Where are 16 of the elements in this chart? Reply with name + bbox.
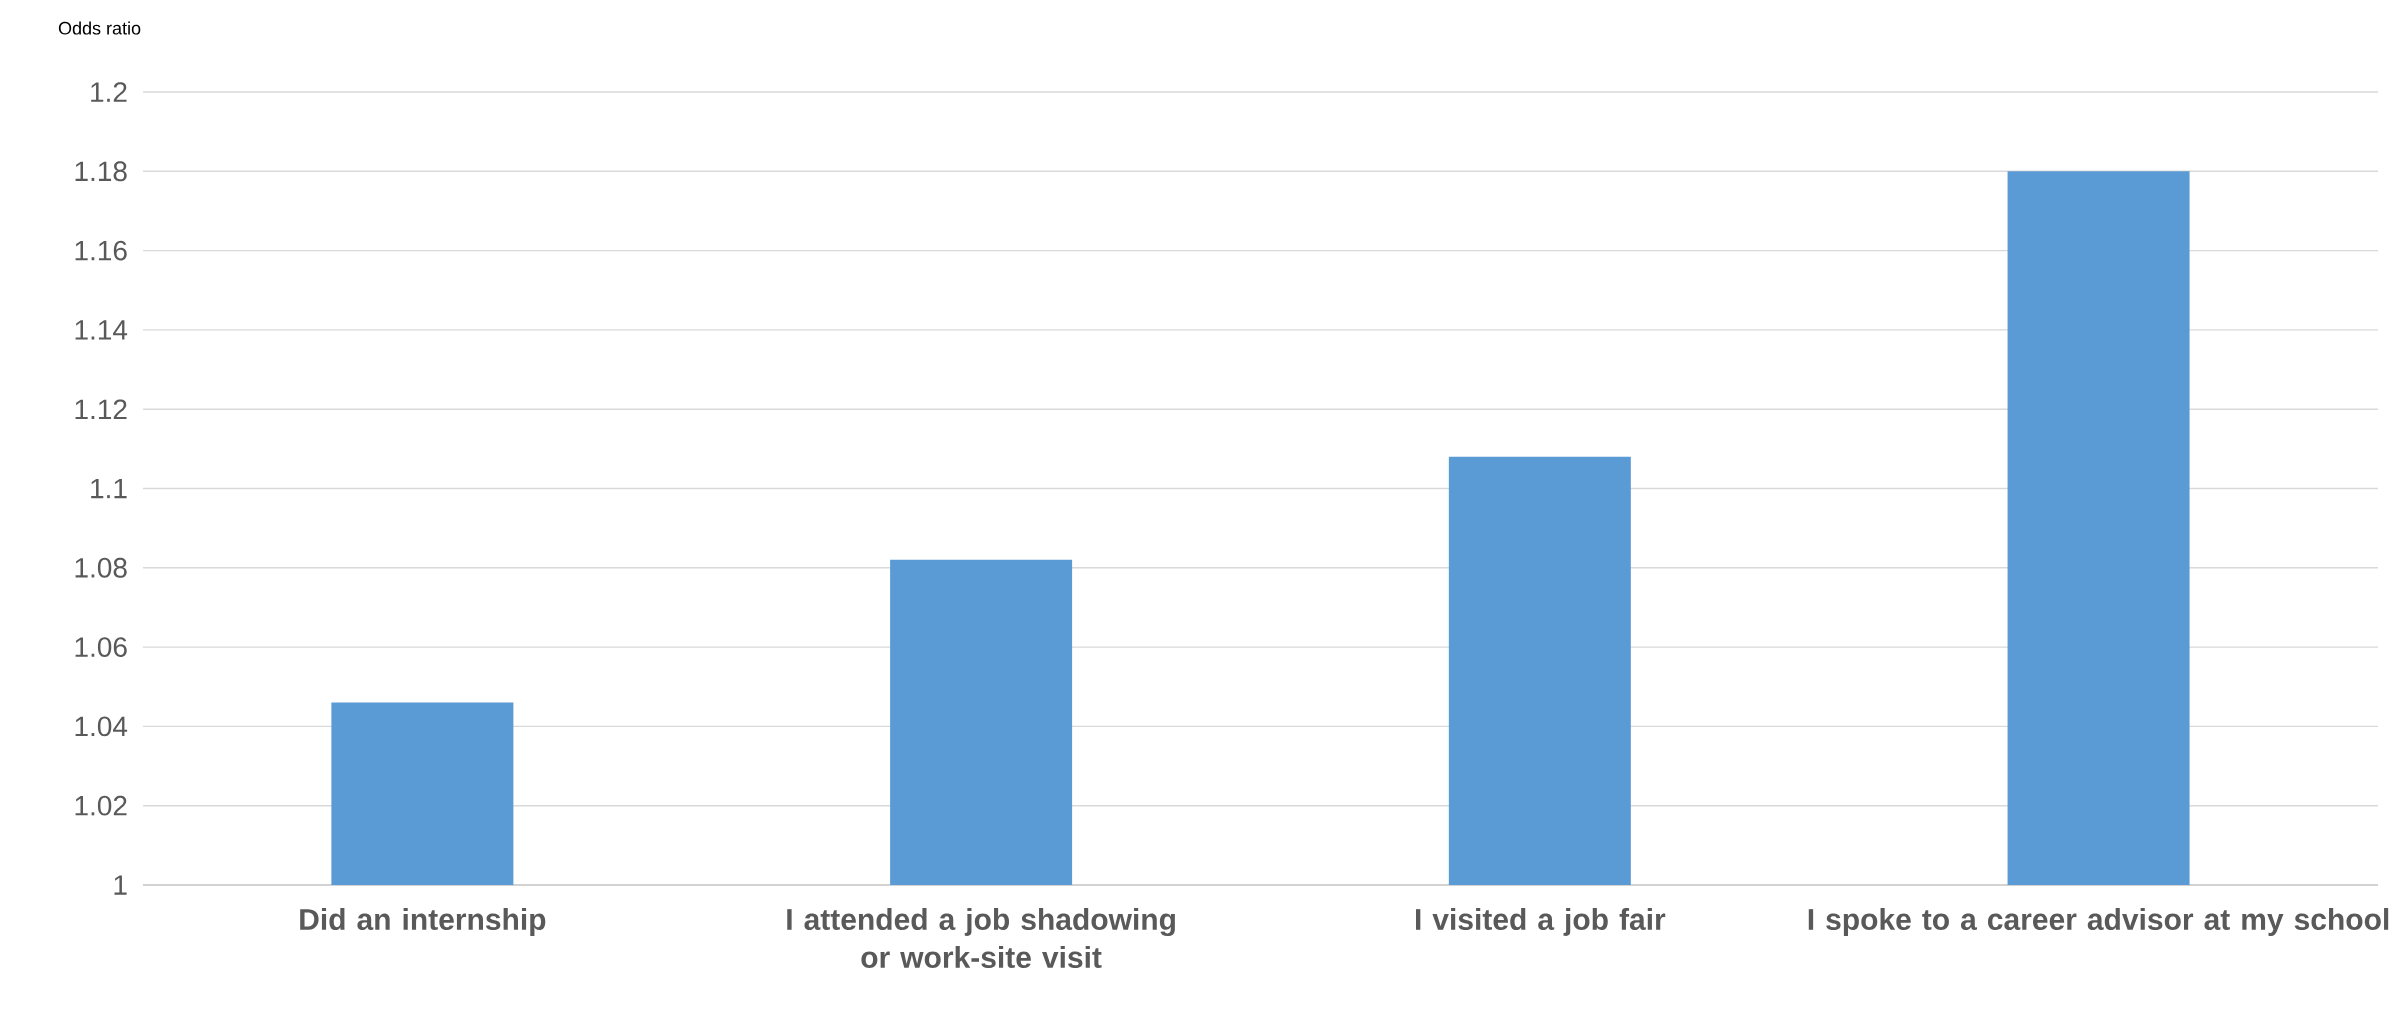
y-tick-label: 1.06 [75, 637, 127, 658]
y-tick-label: 1.1 [91, 478, 127, 499]
y-tick-label: 1.12 [75, 399, 127, 419]
x-tick-label: Did an internship [300, 908, 546, 936]
y-tick-label: 1.2 [91, 82, 127, 102]
y-tick-label: 1.08 [75, 557, 127, 578]
x-tick-label: I attended a job shadowing or work-site visit [787, 908, 1175, 969]
x-tick-label: I spoke to a career advisor at my school [1808, 908, 2389, 936]
y-tick-label: 1.14 [75, 320, 128, 340]
y-tick-label: 1.04 [75, 716, 128, 737]
y-tick-label: 1.02 [75, 795, 127, 816]
y-tick-label: 1 [114, 875, 127, 895]
y-tick-label: 1.18 [75, 161, 127, 182]
y-axis-title: Odds ratio [58, 21, 141, 35]
y-tick-label: 1.16 [75, 240, 127, 261]
x-tick-label: I visited a job fair [1415, 908, 1666, 936]
